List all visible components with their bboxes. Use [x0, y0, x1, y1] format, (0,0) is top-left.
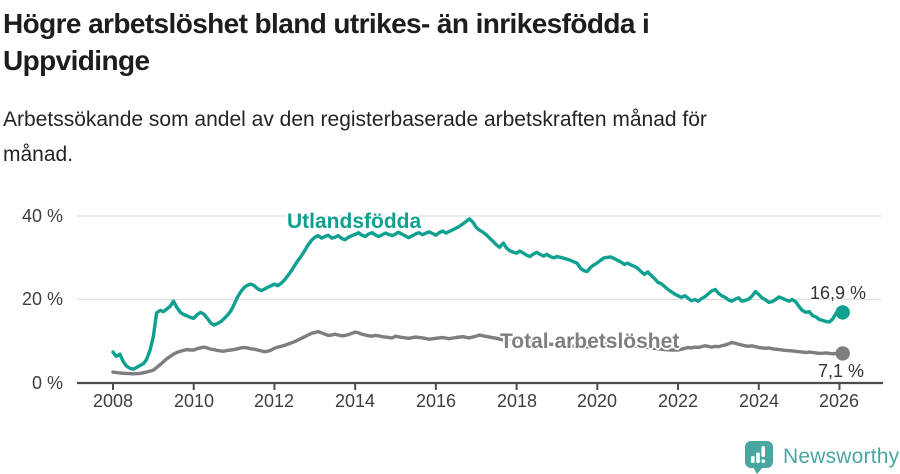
- x-tick-label-2022: 2022: [657, 391, 699, 411]
- series-label-utlandsfodda: Utlandsfödda: [287, 210, 422, 233]
- series-line-total: [111, 329, 845, 376]
- x-tick-label-2012: 2012: [253, 391, 295, 411]
- newsworthy-brand: Newsworthy: [744, 440, 899, 474]
- x-tick-label-2018: 2018: [496, 391, 538, 411]
- x-tick-label-2016: 2016: [415, 391, 457, 411]
- y-tick-label-0: 0 %: [31, 373, 63, 393]
- title-line-2: Uppvidinge: [3, 45, 150, 76]
- x-tick-label-2024: 2024: [738, 391, 780, 411]
- series-end-dot-total: [835, 346, 850, 361]
- y-tick-label-20: 20 %: [21, 289, 63, 309]
- x-tick-label-2020: 2020: [576, 391, 618, 411]
- x-tick-label-2014: 2014: [334, 391, 376, 411]
- y-tick-label-40: 40 %: [21, 206, 63, 226]
- series-end-dot-utlandsfodda: [835, 305, 850, 320]
- subtitle-line-2: månad.: [3, 143, 74, 166]
- title-line-1: Högre arbetslöshet bland utrikes- än inr…: [3, 8, 650, 39]
- end-value-label-utlandsfodda: 16,9 %: [809, 283, 866, 303]
- series-label-total-arbetsloshet: Total arbetslöshet: [500, 330, 680, 353]
- x-tick-label-2010: 2010: [173, 391, 215, 411]
- series-line-utlandsfodda: [111, 217, 845, 371]
- end-value-label-total: 7,1 %: [817, 361, 864, 381]
- x-tick-label-2008: 2008: [92, 391, 134, 411]
- subtitle-line-1: Arbetssökande som andel av den registerb…: [3, 108, 707, 131]
- x-tick-label-2026: 2026: [818, 391, 860, 411]
- speech-bubble-bar-chart-icon: [745, 441, 773, 474]
- brand-name: Newsworthy: [783, 445, 900, 468]
- page-title: Högre arbetslöshet bland utrikes- än inr…: [3, 5, 650, 79]
- chart-subtitle: Arbetssökande som andel av den registerb…: [3, 102, 707, 172]
